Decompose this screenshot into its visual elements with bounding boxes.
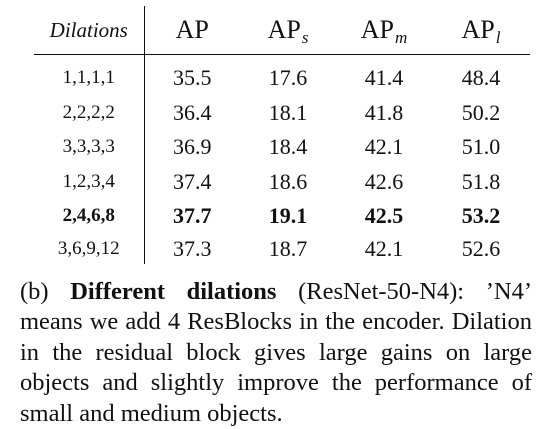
cell-ap: 36.4 — [144, 96, 240, 131]
header-ap: AP — [144, 6, 240, 55]
header-ap-medium-base: AP — [361, 15, 394, 44]
cell-dilations: 3,3,3,3 — [34, 130, 144, 165]
cell-ap-large: 53.2 — [432, 199, 530, 234]
table-caption: (b) Different dilations (ResNet-50-N4): … — [20, 277, 532, 429]
header-dilations: Dilations — [34, 6, 144, 55]
table-row: 1,2,3,4 37.4 18.6 42.6 51.8 — [34, 165, 530, 200]
cell-dilations: 2,2,2,2 — [34, 96, 144, 131]
cell-ap-large: 51.0 — [432, 130, 530, 165]
cell-ap: 37.4 — [144, 165, 240, 200]
cell-ap: 37.7 — [144, 199, 240, 234]
cell-dilations: 3,6,9,12 — [34, 234, 144, 264]
header-ap-small-base: AP — [268, 15, 301, 44]
cell-ap: 36.9 — [144, 130, 240, 165]
table-row: 1,1,1,1 35.5 17.6 41.4 48.4 — [34, 55, 530, 96]
header-ap-medium: APm — [336, 6, 432, 55]
caption-title: Different dilations — [70, 278, 276, 305]
table-row: 2,2,2,2 36.4 18.1 41.8 50.2 — [34, 96, 530, 131]
table-row: 3,6,9,12 37.3 18.7 42.1 52.6 — [34, 234, 530, 264]
cell-ap-medium: 42.1 — [336, 234, 432, 264]
caption-label: (b) — [20, 278, 49, 305]
header-ap-small: APs — [240, 6, 336, 55]
cell-ap-large: 48.4 — [432, 55, 530, 96]
cell-ap-small: 17.6 — [240, 55, 336, 96]
cell-ap-medium: 42.6 — [336, 165, 432, 200]
cell-ap-small: 19.1 — [240, 199, 336, 234]
header-ap-label: AP — [176, 15, 209, 44]
cell-ap: 35.5 — [144, 55, 240, 96]
header-ap-large-base: AP — [462, 15, 495, 44]
cell-ap-large: 51.8 — [432, 165, 530, 200]
results-table: Dilations AP APs APm APl 1,1,1,1 35.5 17… — [34, 6, 530, 264]
header-ap-large-sub: l — [496, 28, 501, 47]
table-row: 3,3,3,3 36.9 18.4 42.1 51.0 — [34, 130, 530, 165]
table-header-row: Dilations AP APs APm APl — [34, 6, 530, 55]
cell-ap: 37.3 — [144, 234, 240, 264]
cell-ap-small: 18.6 — [240, 165, 336, 200]
cell-ap-small: 18.4 — [240, 130, 336, 165]
table-row: 2,4,6,8 37.7 19.1 42.5 53.2 — [34, 199, 530, 234]
header-ap-large: APl — [432, 6, 530, 55]
cell-ap-medium: 41.8 — [336, 96, 432, 131]
header-ap-medium-sub: m — [395, 28, 407, 47]
cell-dilations: 1,2,3,4 — [34, 165, 144, 200]
cell-ap-medium: 42.1 — [336, 130, 432, 165]
cell-ap-large: 50.2 — [432, 96, 530, 131]
cell-dilations: 2,4,6,8 — [34, 199, 144, 234]
table-figure: Dilations AP APs APm APl 1,1,1,1 35.5 17… — [0, 0, 546, 415]
cell-ap-medium: 42.5 — [336, 199, 432, 234]
cell-ap-small: 18.7 — [240, 234, 336, 264]
cell-dilations: 1,1,1,1 — [34, 55, 144, 96]
cell-ap-large: 52.6 — [432, 234, 530, 264]
cell-ap-medium: 41.4 — [336, 55, 432, 96]
header-ap-small-sub: s — [302, 28, 309, 47]
table-body: 1,1,1,1 35.5 17.6 41.4 48.4 2,2,2,2 36.4… — [34, 55, 530, 264]
cell-ap-small: 18.1 — [240, 96, 336, 131]
